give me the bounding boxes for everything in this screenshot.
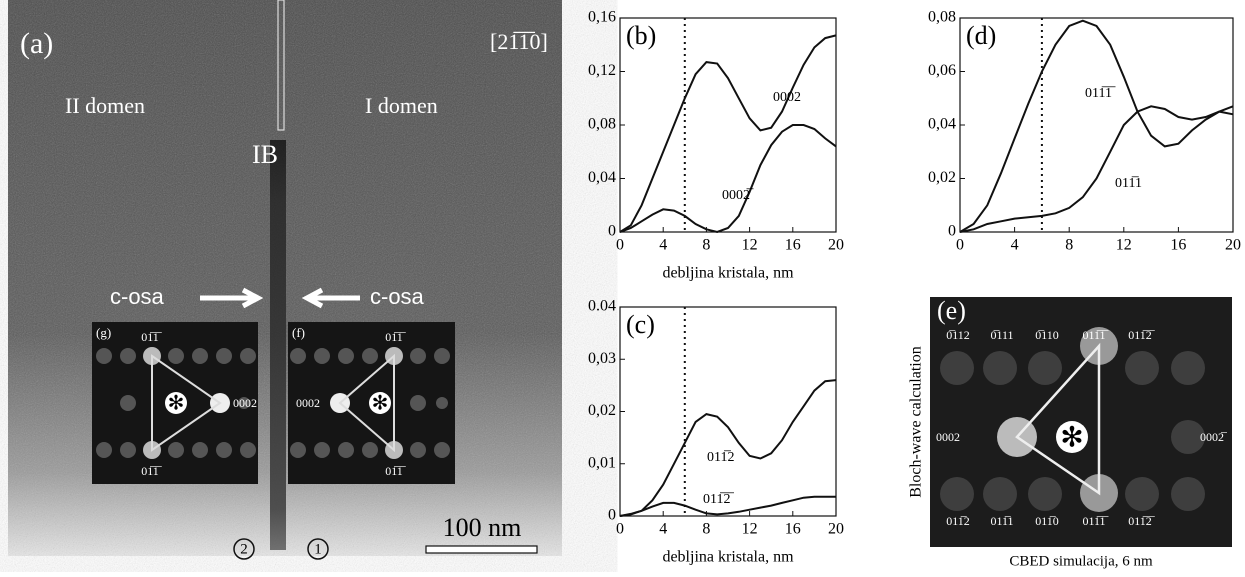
x-tick-label: 12 [742, 521, 758, 538]
x-tick-label: 8 [702, 521, 710, 538]
inset-label: (g) [96, 325, 111, 340]
region-marker: 2 [240, 541, 248, 557]
inset-label: (f) [292, 325, 305, 340]
x-tick-label: 12 [742, 237, 758, 254]
domain-label: I domen [365, 93, 438, 118]
svg-text:✻: ✻ [372, 393, 389, 415]
y-tick-label: 0,04 [928, 116, 956, 133]
index-label: 01̅1̅ [141, 464, 163, 478]
x-axis-label: debljina kristala, nm [662, 265, 794, 282]
y-tick-label: 0,01 [588, 454, 616, 471]
scale-label: 100 nm [443, 513, 522, 542]
index-label: 0̅112 [946, 328, 970, 342]
y-tick-label: 0,02 [928, 169, 956, 186]
series-label: 011̅1 [1115, 176, 1142, 191]
index-label: 011̅2̅ [1128, 328, 1156, 342]
y-tick-label: 0,04 [588, 169, 616, 186]
x-tick-label: 16 [785, 521, 801, 538]
y-tick-label: 0.04 [588, 298, 616, 315]
caption: CBED simulacija, 6 nm [1009, 553, 1153, 569]
series-line [619, 124, 837, 234]
series-line [619, 379, 837, 517]
x-tick-label: 8 [702, 237, 710, 254]
x-tick-label: 20 [828, 521, 844, 538]
index-label: 0002 [233, 396, 257, 410]
x-tick-label: 0 [956, 237, 964, 254]
panel-label: (b) [626, 21, 656, 50]
series-line [619, 495, 836, 517]
x-tick-label: 4 [659, 237, 667, 254]
y-tick-label: 0 [948, 223, 956, 240]
index-label: 011̅1̅ [1082, 328, 1109, 342]
index-label: 01̅1̅ [141, 330, 163, 344]
index-label: 011̅1 [990, 514, 1013, 528]
index-label: 011̅2̅ [1128, 514, 1156, 528]
x-tick-label: 20 [828, 237, 844, 254]
y-tick-label: 0,06 [928, 62, 956, 79]
svg-text:✻: ✻ [1060, 422, 1083, 453]
y-tick-label: 0 [608, 507, 616, 524]
axis-label: c-osa [110, 284, 165, 309]
side-label: Bloch-wave calculation [908, 346, 925, 498]
x-tick-label: 8 [1065, 237, 1073, 254]
series-label: 0002̅ [722, 188, 754, 203]
domain-label: II domen [65, 93, 145, 118]
index-label: 011̅2 [946, 514, 970, 528]
index-label: 011̅1̅ [1082, 514, 1109, 528]
y-tick-label: 0,16 [588, 9, 616, 26]
series-label: 011̅2̅ [703, 492, 734, 507]
y-tick-label: 0,03 [588, 350, 616, 367]
index-label: 0̅110 [1035, 328, 1059, 342]
x-tick-label: 20 [1225, 237, 1241, 254]
index-label: 0002 [936, 430, 960, 444]
panel-label: (c) [626, 310, 655, 339]
region-marker: 1 [314, 541, 322, 557]
zone-axis: [21̅1̅0] [490, 29, 548, 54]
svg-text:✻: ✻ [168, 393, 185, 415]
x-tick-label: 16 [1170, 237, 1186, 254]
panel-e: ✻ (e) 0̅112 0̅111 0̅110 011̅1̅ 011̅2̅ 01… [908, 296, 1232, 569]
index-label: 0̅111 [990, 328, 1013, 342]
series-line [619, 34, 837, 233]
series-label: 0002 [773, 90, 801, 105]
y-tick-label: 0,02 [588, 402, 616, 419]
index-label: 011̅0 [1035, 514, 1059, 528]
x-tick-label: 0 [616, 521, 624, 538]
x-tick-label: 4 [1011, 237, 1019, 254]
index-label: 0002̅ [1200, 430, 1228, 444]
panel-a: (a) [21̅1̅0] II domen I domen IB c-osa c… [8, 0, 562, 560]
index-label: 01̅1̅ [385, 330, 407, 344]
y-tick-label: 0,08 [928, 9, 956, 26]
inset-f: ✻ (f) 01̅1̅ 0002 01̅1̅ [288, 322, 455, 484]
boundary-label: IB [252, 140, 278, 169]
x-tick-label: 12 [1116, 237, 1132, 254]
x-tick-label: 16 [785, 237, 801, 254]
y-tick-label: 0 [608, 223, 616, 240]
index-label: 0002 [296, 396, 320, 410]
inset-g: ✻ (g) 01̅1̅ 0002 01̅1̅ [92, 322, 258, 484]
series-label: 011̅1̅ [1085, 86, 1116, 101]
index-label: 01̅1̅ [385, 464, 407, 478]
series-line [959, 105, 1234, 233]
y-tick-label: 0,08 [588, 116, 616, 133]
x-axis-label: debljina kristala, nm [662, 549, 794, 566]
panel-label: (a) [20, 27, 53, 60]
axis-label: c-osa [370, 284, 425, 309]
plot-frame [959, 17, 1234, 233]
series-line [959, 19, 1234, 233]
panel-label: (d) [966, 21, 996, 50]
series-label: 011̅2 [707, 450, 734, 465]
x-tick-label: 4 [659, 521, 667, 538]
x-tick-label: 0 [616, 237, 624, 254]
panel-label: (e) [937, 296, 966, 325]
y-tick-label: 0,12 [588, 62, 616, 79]
